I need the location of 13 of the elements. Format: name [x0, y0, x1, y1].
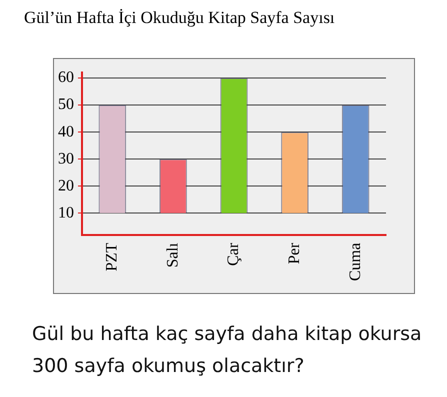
y-tick-label: 20: [58, 177, 74, 194]
chart-title: Gül’ün Hafta İçi Okuduğu Kitap Sayfa Sayısı: [24, 8, 335, 28]
y-tick-label: 10: [58, 204, 74, 222]
x-tick-label: PZT: [104, 242, 121, 272]
text: Gül bu hafta kaç sayfa daha kitap okursa 300 sayfa okumuş olacaktır?: [32, 322, 423, 379]
y-tick-label: 30: [58, 150, 74, 168]
x-tick-label: Cuma: [346, 242, 364, 281]
y-tick-label: 60: [58, 69, 74, 86]
y-tick-label: 50: [58, 96, 74, 114]
y-tick-label: 40: [58, 123, 74, 140]
x-tick-label: Per: [286, 242, 304, 264]
x-tick-label: Çar: [225, 242, 242, 266]
x-tick-label: Salı: [164, 242, 182, 268]
